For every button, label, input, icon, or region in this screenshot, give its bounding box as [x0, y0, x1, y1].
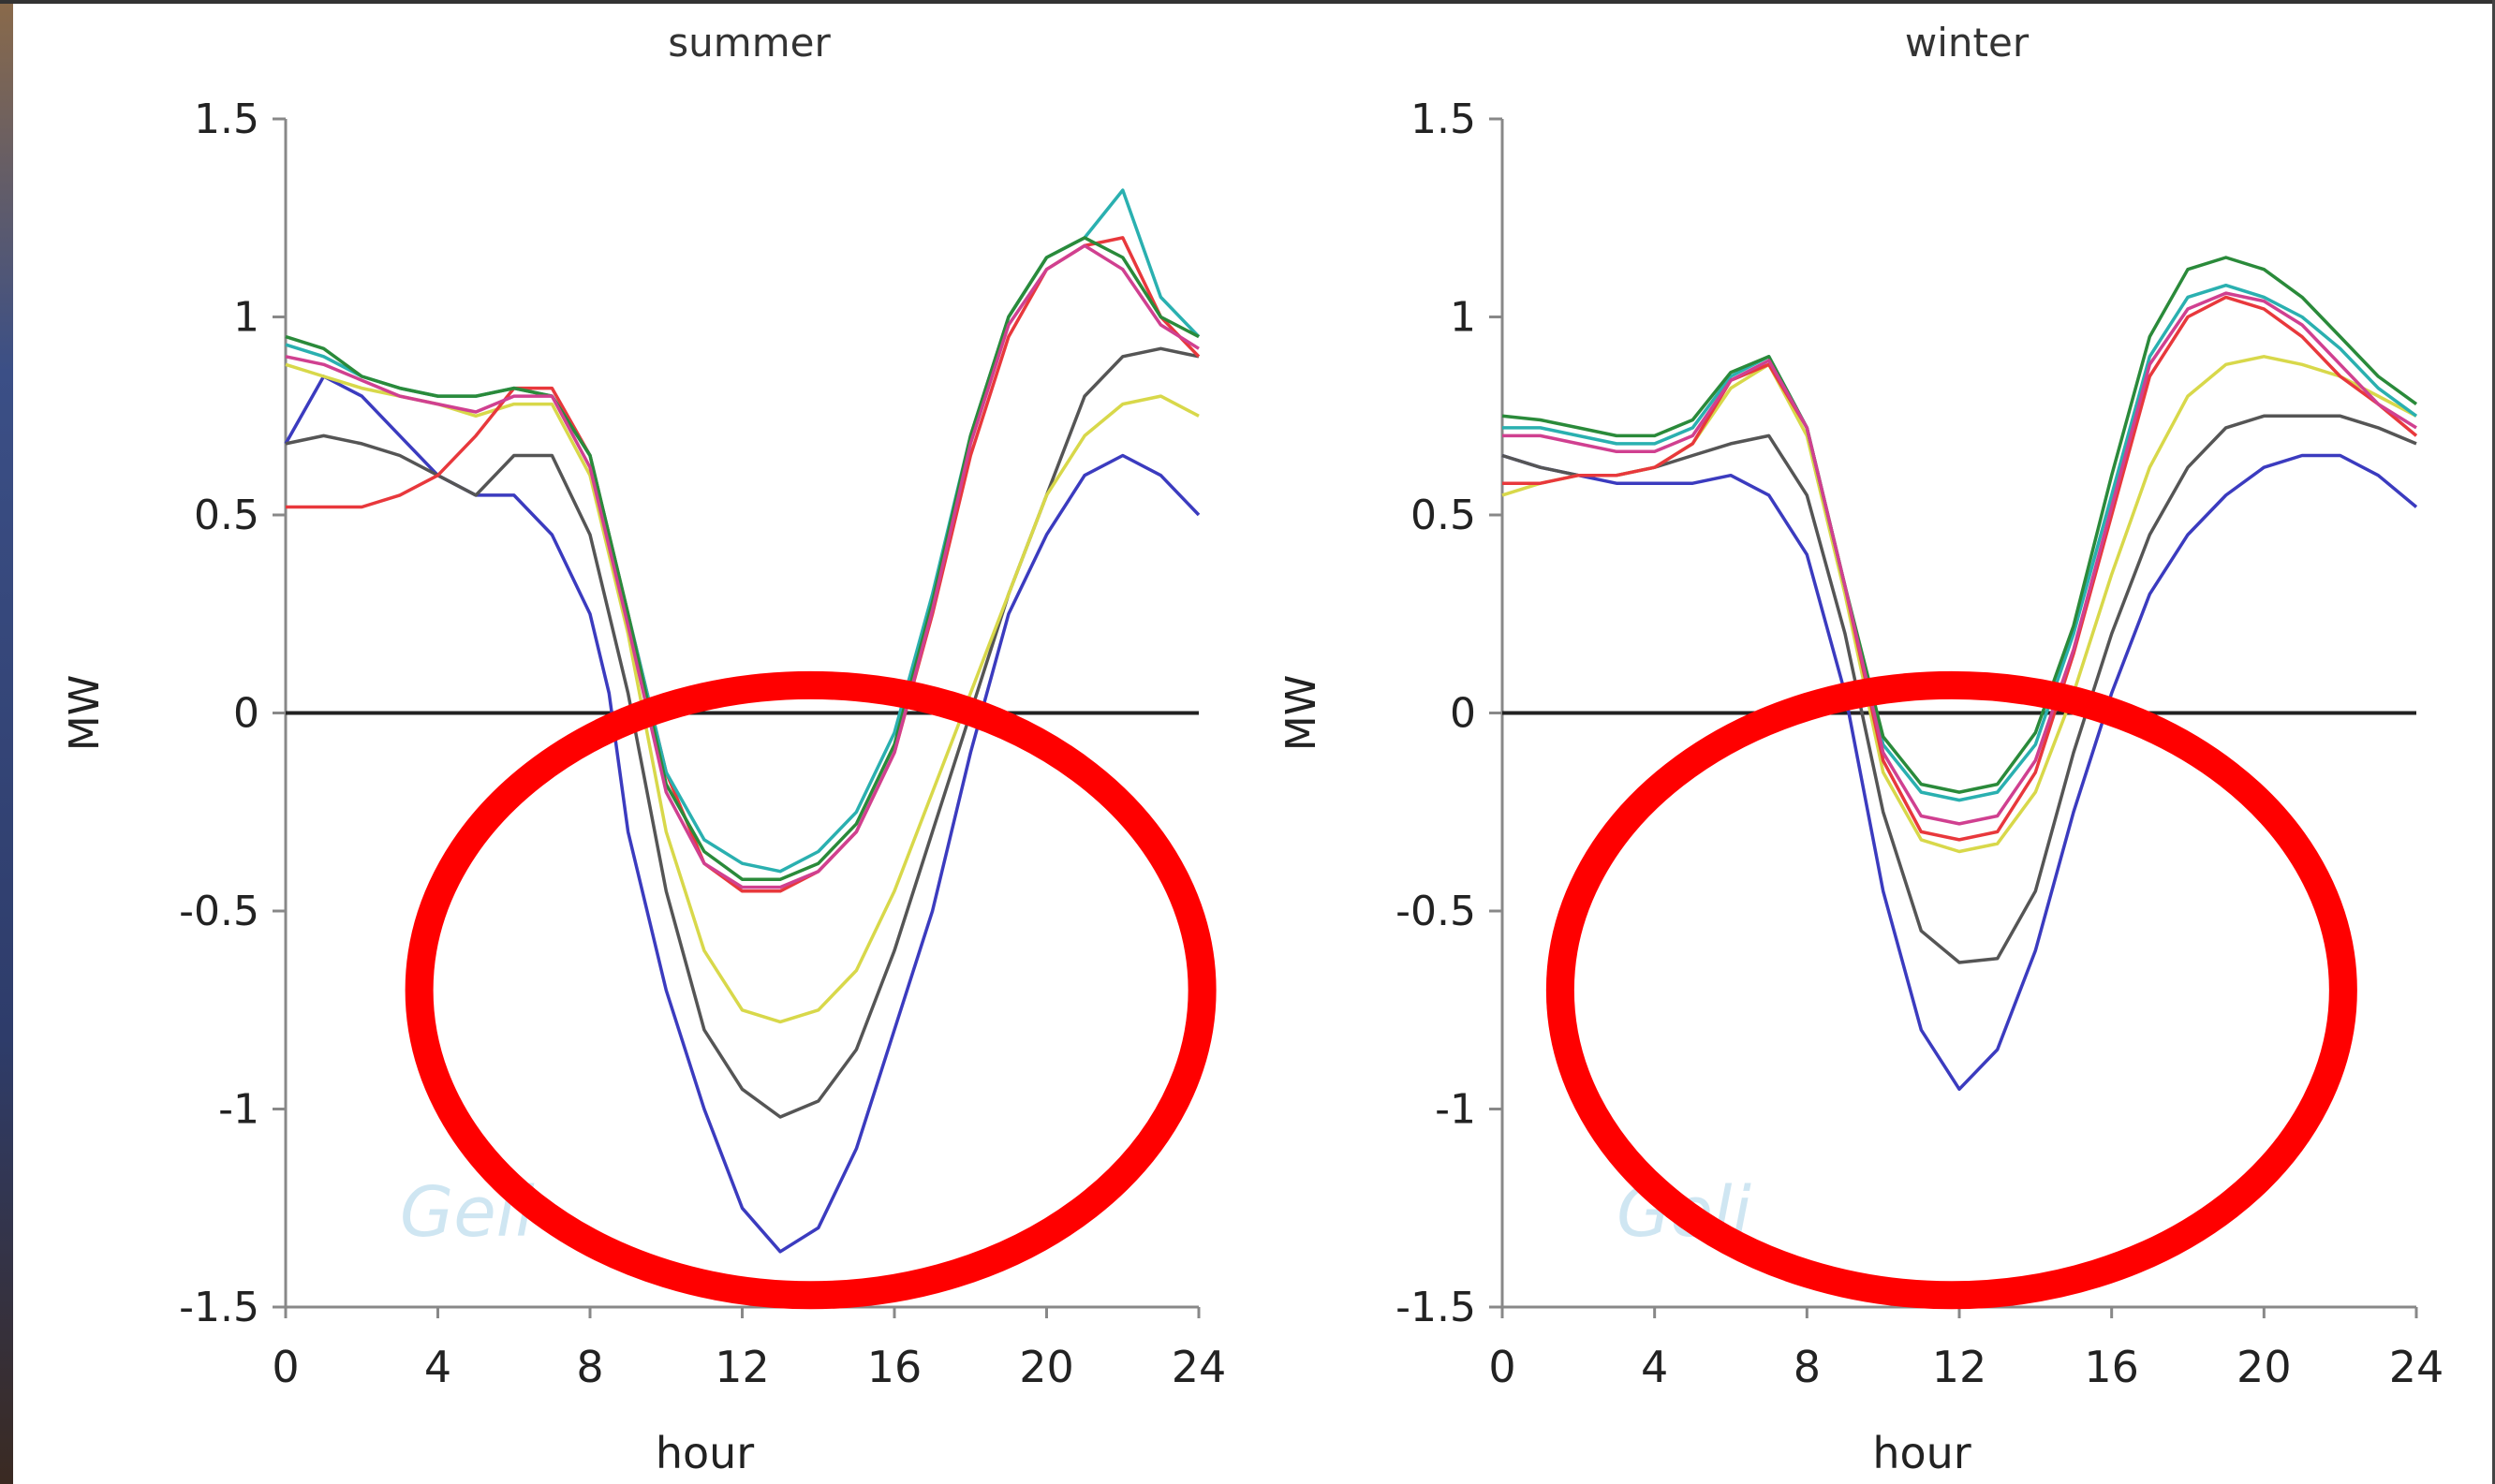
x-axis-label: hour	[656, 1428, 754, 1478]
y-axis-label: MW	[61, 675, 109, 751]
y-tick-label: -0.5	[179, 888, 259, 935]
series-line-1	[284, 375, 1201, 1254]
y-tick-label: -1	[1435, 1086, 1476, 1134]
x-tick-label: 0	[272, 1342, 299, 1392]
series-line-6	[1501, 256, 2418, 794]
x-tick-label: 8	[576, 1342, 603, 1392]
series-line-4	[1502, 295, 2418, 842]
background-strip	[0, 0, 13, 1484]
y-tick-label: 1	[1450, 294, 1476, 342]
x-tick-label: 4	[424, 1342, 451, 1392]
x-tick-label: 24	[1172, 1342, 1227, 1392]
chart-title: summer	[668, 20, 831, 66]
x-tick-label: 4	[1641, 1342, 1668, 1392]
y-tick-label: 1.5	[194, 96, 259, 143]
x-tick-label: 8	[1794, 1342, 1821, 1392]
series-line-6	[285, 236, 1200, 881]
x-tick-label: 12	[715, 1342, 770, 1392]
x-tick-label: 0	[1488, 1342, 1515, 1392]
y-tick-label: -1.5	[1395, 1284, 1476, 1331]
series-line-5	[1502, 283, 2418, 802]
x-tick-label: 20	[2237, 1342, 2292, 1392]
highlight-ellipse	[405, 670, 1217, 1310]
series-line-4	[286, 236, 1201, 893]
series-line-7	[1502, 291, 2417, 826]
top-border	[0, 0, 2495, 4]
y-tick-label: -1	[218, 1086, 259, 1134]
y-tick-label: 0	[233, 690, 259, 738]
x-tick-label: 20	[1019, 1342, 1074, 1392]
y-tick-label: 1.5	[1410, 96, 1476, 143]
y-tick-label: 1	[233, 294, 259, 342]
x-axis-label: hour	[1872, 1428, 1971, 1478]
x-tick-label: 12	[1932, 1342, 1987, 1392]
x-tick-label: 24	[2389, 1342, 2444, 1392]
series-line-1	[1501, 453, 2418, 1092]
y-tick-label: 0.5	[194, 492, 259, 539]
right-border	[2492, 0, 2495, 1484]
chart-title: winter	[1905, 20, 2030, 66]
y-axis-label: MW	[1277, 675, 1325, 751]
series-line-7	[285, 243, 1200, 889]
x-tick-label: 16	[867, 1342, 923, 1392]
y-tick-label: 0.5	[1410, 492, 1476, 539]
x-tick-label: 16	[2084, 1342, 2139, 1392]
y-tick-label: 0	[1450, 690, 1476, 738]
series-line-3	[1501, 355, 2417, 854]
y-tick-label: -1.5	[179, 1284, 259, 1331]
highlight-ellipse	[1545, 670, 2357, 1310]
y-tick-label: -0.5	[1395, 888, 1476, 935]
